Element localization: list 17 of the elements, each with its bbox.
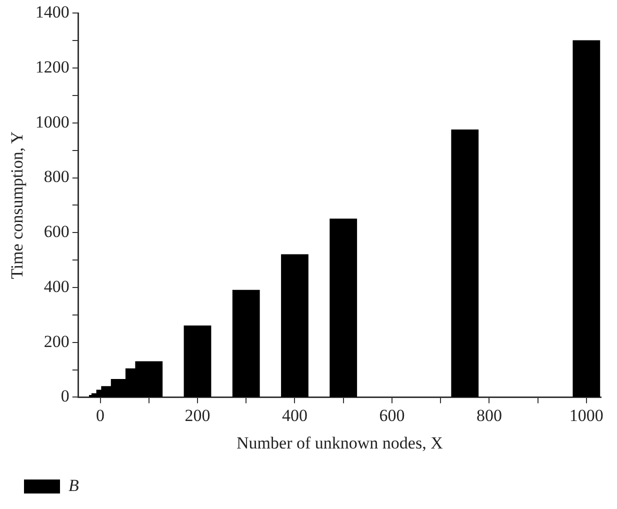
x-tick-label: 0 bbox=[96, 406, 105, 425]
y-tick-label: 1000 bbox=[35, 112, 70, 132]
y-tick-label: 1200 bbox=[35, 58, 70, 77]
y-axis-title: Time consumption, Y bbox=[8, 131, 27, 279]
y-tick-label: 0 bbox=[60, 386, 70, 406]
legend-label: B bbox=[68, 476, 80, 495]
y-tick-label: 800 bbox=[44, 167, 70, 186]
y-tick-label: 600 bbox=[44, 222, 70, 242]
y-tick-label: 200 bbox=[44, 332, 70, 351]
y-tick-label: 1400 bbox=[35, 2, 70, 22]
x-tick-label: 600 bbox=[379, 406, 405, 425]
x-tick-label: 800 bbox=[476, 406, 502, 425]
x-tick-label: 1000 bbox=[569, 406, 604, 425]
x-tick-label: 400 bbox=[282, 406, 308, 425]
x-tick-label: 200 bbox=[184, 406, 210, 425]
y-tick-label: 400 bbox=[44, 276, 70, 296]
x-axis-title: Number of unknown nodes, X bbox=[236, 433, 443, 452]
